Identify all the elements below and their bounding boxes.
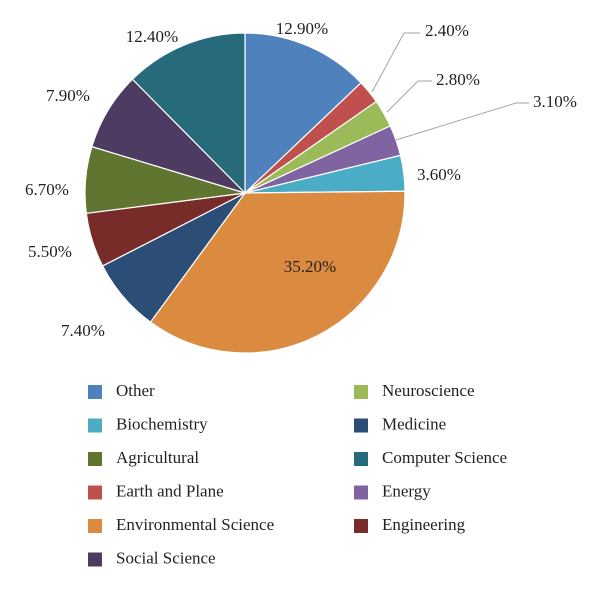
legend-swatch-earth-and-plane: [88, 485, 102, 500]
legend-swatch-biochemistry: [88, 418, 102, 433]
pie-slices: [84, 32, 406, 354]
legend-item-energy: Energy: [354, 481, 431, 500]
data-label-medicine: 7.40%: [61, 321, 105, 340]
pie-slice-other: [244, 32, 362, 195]
legend-swatch-engineering: [354, 519, 368, 533]
leader-lines: [371, 32, 529, 141]
slice-labels: 12.90% 2.40% 2.80% 3.10% 3.60% 35.20% 7.40% 5.5…: [25, 19, 577, 340]
data-label-earth-and-plane: 2.40%: [425, 21, 469, 40]
legend-swatch-computer-science: [354, 452, 368, 466]
legend-swatch-other: [88, 385, 102, 399]
legend-label-energy: Energy: [382, 481, 431, 500]
legend-label-earth-and-plane: Earth and Plane: [116, 481, 224, 500]
legend-label-computer-science: Computer Science: [382, 448, 507, 467]
legend-label-other: Other: [116, 381, 155, 400]
leader-line-neuroscience: [386, 80, 432, 113]
legend-label-social-science: Social Science: [116, 548, 216, 567]
leader-line-energy: [395, 102, 529, 141]
legend-label-neuroscience: Neuroscience: [382, 381, 475, 400]
legend-swatch-agricultural: [88, 452, 102, 466]
legend-item-social-science: Social Science: [88, 548, 216, 567]
data-label-other: 12.90%: [276, 19, 328, 38]
legend-label-environmental-science: Environmental Science: [116, 515, 274, 534]
legend-label-biochemistry: Biochemistry: [116, 414, 208, 433]
data-label-computer-science: 12.40%: [126, 27, 178, 46]
legend-item-agricultural: Agricultural: [88, 448, 199, 467]
legend-swatch-environmental-science: [88, 519, 102, 533]
legend-item-neuroscience: Neuroscience: [354, 381, 475, 400]
data-label-social-science: 7.90%: [46, 86, 90, 105]
pie-slice-environmental-science: [149, 190, 406, 354]
legend-swatch-social-science: [88, 552, 102, 567]
legend-item-biochemistry: Biochemistry: [88, 414, 208, 433]
legend-swatch-medicine: [354, 418, 368, 433]
data-label-engineering: 5.50%: [28, 242, 72, 261]
legend-item-computer-science: Computer Science: [354, 448, 507, 467]
legend-swatch-energy: [354, 485, 368, 500]
legend: Other Biochemistry Agricultural Earth and P…: [88, 381, 507, 567]
data-label-neuroscience: 2.80%: [436, 70, 480, 89]
data-label-energy: 3.10%: [533, 92, 577, 111]
data-label-agricultural: 6.70%: [25, 180, 69, 199]
data-label-environmental-science: 35.20%: [284, 257, 336, 276]
pie-slice-computer-science: [131, 32, 246, 195]
legend-item-other: Other: [88, 381, 155, 400]
legend-label-agricultural: Agricultural: [116, 448, 199, 467]
leader-line-earth-and-plane: [371, 32, 420, 93]
legend-label-engineering: Engineering: [382, 515, 466, 534]
legend-item-earth-and-plane: Earth and Plane: [88, 481, 224, 500]
legend-swatch-neuroscience: [354, 385, 368, 399]
data-label-biochemistry: 3.60%: [417, 165, 461, 184]
legend-label-medicine: Medicine: [382, 414, 446, 433]
legend-item-medicine: Medicine: [354, 414, 446, 433]
legend-item-engineering: Engineering: [354, 515, 466, 534]
legend-item-environmental-science: Environmental Science: [88, 515, 274, 534]
